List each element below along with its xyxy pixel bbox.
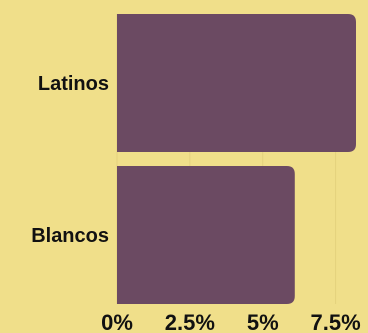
bar-blancos bbox=[117, 166, 295, 304]
x-tick-label-0: 0% bbox=[101, 310, 133, 333]
x-tick-label-3: 7.5% bbox=[311, 310, 361, 333]
x-axis-tick-labels: 0% 2.5% 5% 7.5% bbox=[101, 310, 361, 333]
category-label-latinos: Latinos bbox=[38, 73, 109, 95]
x-tick-label-2: 5% bbox=[247, 310, 279, 333]
bar-latinos bbox=[117, 14, 356, 152]
category-label-blancos: Blancos bbox=[31, 225, 109, 247]
x-tick-label-1: 2.5% bbox=[165, 310, 215, 333]
bars bbox=[117, 14, 356, 304]
category-labels: Latinos Blancos bbox=[31, 73, 109, 247]
